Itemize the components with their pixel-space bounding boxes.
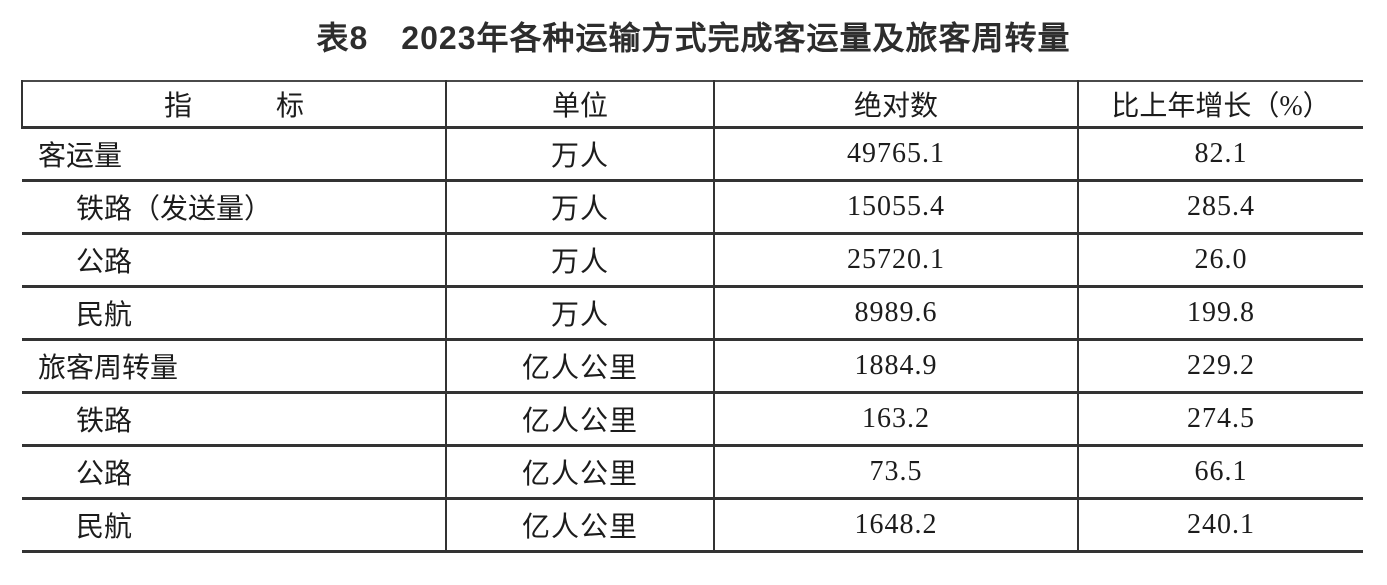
table-row: 旅客周转量 亿人公里 1884.9 229.2	[22, 339, 1363, 393]
cell-absolute-value: 1648.2	[713, 498, 1078, 552]
cell-unit: 万人	[445, 233, 714, 287]
column-header-unit: 单位	[445, 81, 714, 128]
table-row: 民航 亿人公里 1648.2 240.1	[22, 498, 1363, 552]
column-header-absolute: 绝对数	[713, 81, 1078, 128]
cell-absolute-value: 15055.4	[713, 180, 1078, 234]
cell-indicator: 民航	[76, 512, 133, 543]
cell-indicator: 铁路（发送量）	[76, 194, 273, 225]
cell-growth-value: 66.1	[1077, 445, 1363, 499]
cell-unit: 万人	[445, 180, 714, 234]
column-header-indicator: 指 标	[21, 81, 446, 128]
cell-absolute-value: 25720.1	[713, 233, 1078, 287]
cell-growth-value: 26.0	[1077, 233, 1363, 287]
table-row: 民航 万人 8989.6 199.8	[22, 286, 1363, 340]
cell-absolute-value: 163.2	[713, 392, 1078, 446]
table-title: 表8 2023年各种运输方式完成客运量及旅客周转量	[316, 20, 1071, 56]
table-header: 指 标 单位 绝对数 比上年增长（%）	[21, 81, 1363, 128]
table-row: 公路 万人 25720.1 26.0	[22, 233, 1363, 287]
cell-absolute-value: 49765.1	[713, 127, 1078, 181]
data-table: 指 标 单位 绝对数 比上年增长（%） 客运量 万人 49765.1 82.1 …	[21, 80, 1363, 553]
cell-unit: 亿人公里	[445, 445, 714, 499]
cell-growth-value: 199.8	[1077, 286, 1363, 340]
cell-indicator: 公路	[76, 247, 133, 278]
cell-growth-value: 229.2	[1077, 339, 1363, 393]
table-row: 客运量 万人 49765.1 82.1	[22, 127, 1363, 181]
cell-unit: 亿人公里	[445, 392, 714, 446]
cell-unit: 万人	[445, 127, 714, 181]
table-body: 客运量 万人 49765.1 82.1 铁路（发送量） 万人 15055.4 2…	[22, 127, 1363, 552]
table-row: 铁路（发送量） 万人 15055.4 285.4	[22, 180, 1363, 234]
cell-growth-value: 82.1	[1077, 127, 1363, 181]
cell-indicator: 铁路	[76, 406, 133, 437]
cell-growth-value: 240.1	[1077, 498, 1363, 552]
column-header-growth: 比上年增长（%）	[1077, 81, 1363, 128]
cell-indicator: 公路	[76, 459, 133, 490]
cell-unit: 亿人公里	[445, 339, 714, 393]
table-row: 公路 亿人公里 73.5 66.1	[22, 445, 1363, 499]
cell-absolute-value: 8989.6	[713, 286, 1078, 340]
cell-indicator: 旅客周转量	[38, 353, 179, 384]
cell-growth-value: 285.4	[1077, 180, 1363, 234]
cell-absolute-value: 1884.9	[713, 339, 1078, 393]
table-row: 铁路 亿人公里 163.2 274.5	[22, 392, 1363, 446]
cell-unit: 万人	[445, 286, 714, 340]
cell-unit: 亿人公里	[445, 498, 714, 552]
cell-indicator: 民航	[76, 300, 133, 331]
header-row: 指 标 单位 绝对数 比上年增长（%）	[21, 81, 1363, 128]
cell-indicator: 客运量	[38, 141, 123, 172]
cell-absolute-value: 73.5	[713, 445, 1078, 499]
cell-growth-value: 274.5	[1077, 392, 1363, 446]
